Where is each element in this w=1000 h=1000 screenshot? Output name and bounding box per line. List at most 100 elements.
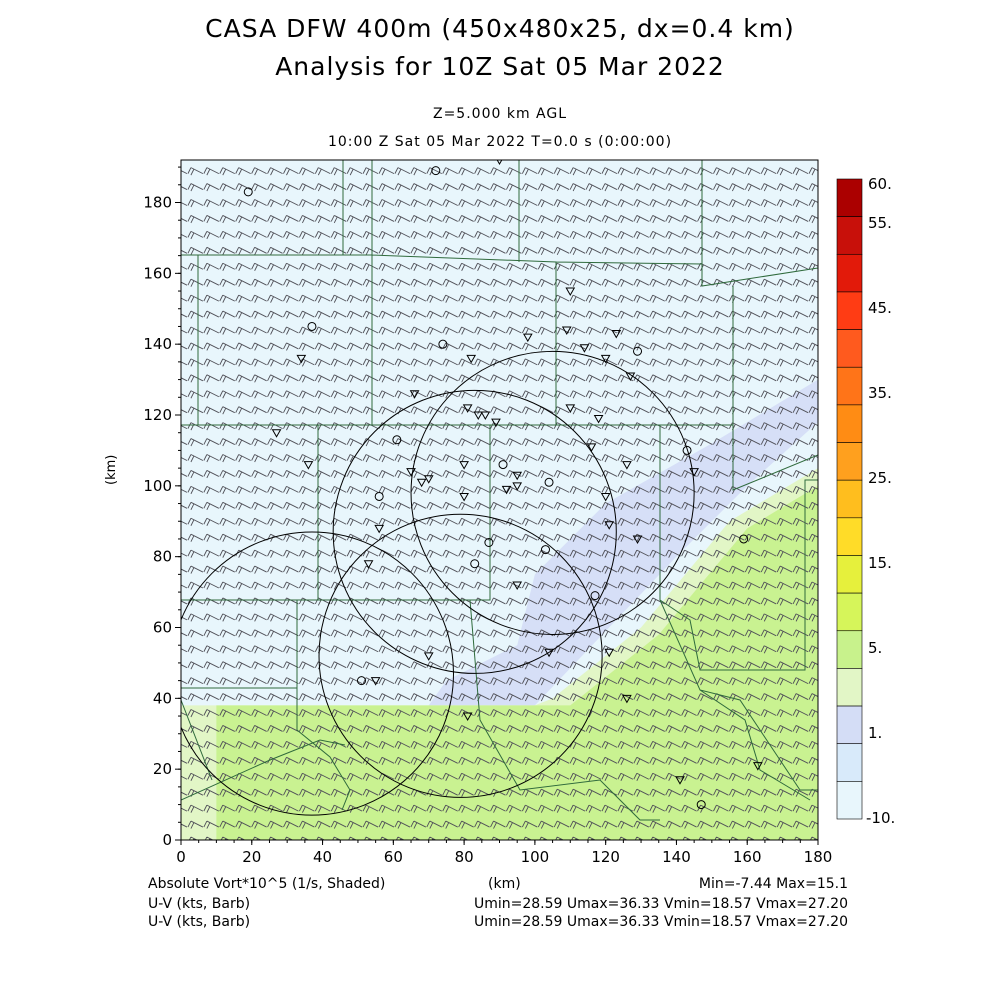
wind-barb xyxy=(521,199,538,208)
wind-barb xyxy=(442,199,458,208)
wind-barb xyxy=(410,820,427,829)
wind-barb xyxy=(713,262,729,271)
wind-barb xyxy=(181,249,188,254)
wind-barb xyxy=(697,517,713,526)
station-circle xyxy=(392,435,402,445)
wind-barb xyxy=(601,342,618,351)
wind-barb xyxy=(330,183,347,192)
wind-barb xyxy=(181,504,188,509)
wind-barb xyxy=(203,613,220,622)
wind-barb xyxy=(649,517,665,526)
wind-barb xyxy=(521,517,538,526)
wind-barb xyxy=(203,756,220,766)
wind-barb xyxy=(601,533,618,542)
wind-barb xyxy=(298,756,315,766)
wind-barb xyxy=(346,677,363,686)
wind-barb xyxy=(760,804,777,813)
wind-barb xyxy=(649,533,665,542)
wind-barb xyxy=(665,310,681,319)
wind-barb xyxy=(283,230,299,240)
station-triangle xyxy=(565,404,576,413)
wind-barb xyxy=(537,438,554,447)
wind-barb xyxy=(585,756,602,766)
wind-barb xyxy=(792,661,809,670)
wind-barb xyxy=(346,693,363,702)
wind-barb xyxy=(665,709,681,718)
wind-barb xyxy=(219,549,235,558)
wind-barb xyxy=(760,693,777,702)
wind-barb xyxy=(283,740,299,750)
station-triangle xyxy=(689,468,700,477)
wind-barb xyxy=(283,820,299,829)
wind-barb xyxy=(697,470,713,479)
wind-barb xyxy=(458,454,474,463)
wind-barb xyxy=(808,581,818,590)
wind-barb xyxy=(792,310,809,319)
wind-barb xyxy=(251,565,267,574)
wind-barb xyxy=(808,326,818,335)
wind-barb xyxy=(203,581,220,590)
wind-barb xyxy=(792,262,809,271)
wind-barb xyxy=(808,374,818,383)
y-tick-label: 60 xyxy=(153,619,172,637)
wind-barb xyxy=(346,358,363,367)
wind-barb xyxy=(681,406,697,415)
station-triangle xyxy=(604,648,615,658)
wind-barb xyxy=(633,326,650,335)
wind-barb xyxy=(330,390,347,399)
wind-barb xyxy=(601,517,618,526)
wind-barb xyxy=(458,215,474,224)
wind-barb xyxy=(744,358,761,367)
wind-barb xyxy=(330,326,347,335)
wind-barb xyxy=(776,262,793,271)
wind-barb xyxy=(537,342,554,351)
wind-barb xyxy=(187,645,204,654)
wind-barb xyxy=(346,501,363,511)
wind-barb xyxy=(181,377,188,382)
wind-barb xyxy=(378,581,395,590)
wind-barb xyxy=(665,183,681,192)
wind-barb xyxy=(649,454,665,463)
wind-barb xyxy=(760,613,777,622)
wind-barb xyxy=(633,804,650,813)
colorbar-swatch xyxy=(836,592,863,632)
station-triangle xyxy=(423,652,434,661)
wind-barb xyxy=(426,454,443,463)
colorbar-swatch xyxy=(836,291,863,330)
wind-barb xyxy=(362,820,379,829)
wind-barb xyxy=(792,501,809,511)
wind-barb xyxy=(219,246,235,256)
wind-barb xyxy=(617,310,634,319)
wind-barb xyxy=(458,533,474,542)
wind-barb xyxy=(426,215,443,224)
wind-barb xyxy=(283,533,299,542)
wind-barb xyxy=(330,246,347,256)
wind-barb xyxy=(283,772,299,781)
field-label: Absolute Vort*10^5 (1/s, Shaded) xyxy=(148,876,386,892)
wind-barb xyxy=(458,501,474,511)
wind-barb xyxy=(585,262,602,271)
wind-barb xyxy=(474,246,490,256)
y-tick-label: 140 xyxy=(143,335,172,353)
wind-barb xyxy=(633,740,650,750)
wind-barb xyxy=(235,693,251,702)
wind-barb xyxy=(314,183,331,192)
wind-barb xyxy=(537,756,554,766)
wind-barb xyxy=(394,485,411,495)
wind-barb xyxy=(776,725,793,734)
wind-barb xyxy=(728,740,745,750)
wind-barb xyxy=(553,677,570,686)
wind-barb xyxy=(808,358,818,367)
wind-barb xyxy=(697,581,713,590)
wind-barb xyxy=(442,454,458,463)
station-triangle xyxy=(462,404,473,413)
station-triangle xyxy=(480,411,491,421)
wind-barb xyxy=(808,310,818,319)
wind-barb xyxy=(474,262,490,271)
wind-barb xyxy=(585,804,602,813)
wind-barb xyxy=(181,759,188,764)
wind-barb xyxy=(665,597,681,606)
wind-barb xyxy=(728,645,745,654)
wind-barb xyxy=(521,470,538,479)
wind-barb xyxy=(426,406,443,415)
